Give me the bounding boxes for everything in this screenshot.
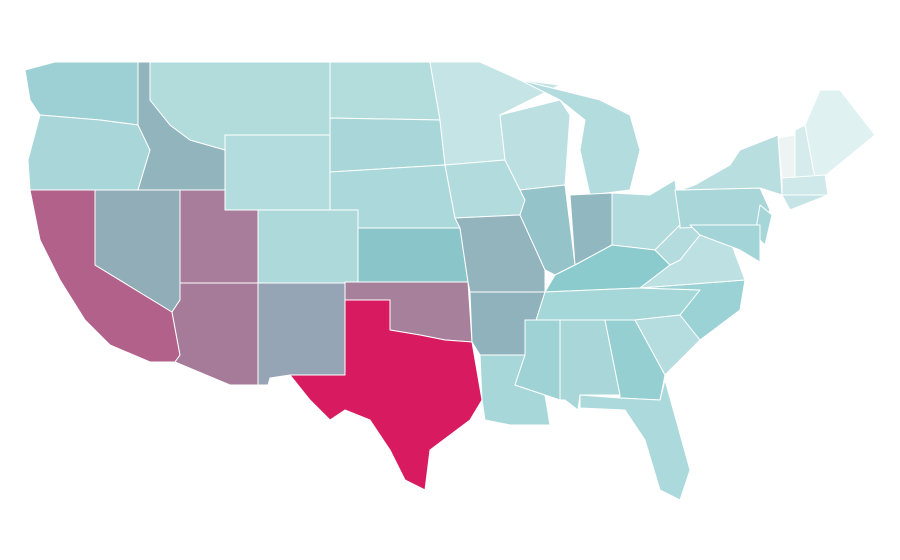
state-region xyxy=(674,187,771,229)
state-region xyxy=(289,299,483,491)
state-region xyxy=(257,209,359,284)
state-region xyxy=(519,79,641,196)
state-region xyxy=(689,224,761,263)
state-region xyxy=(679,134,783,196)
state-region xyxy=(579,379,691,501)
state-region xyxy=(257,282,346,386)
state-region xyxy=(519,184,576,276)
state-region xyxy=(27,114,151,191)
state-region xyxy=(781,194,829,211)
state-region xyxy=(329,61,441,121)
state-region xyxy=(357,227,469,283)
state-region xyxy=(781,174,829,196)
state-region xyxy=(224,134,331,211)
state-region xyxy=(329,117,446,173)
